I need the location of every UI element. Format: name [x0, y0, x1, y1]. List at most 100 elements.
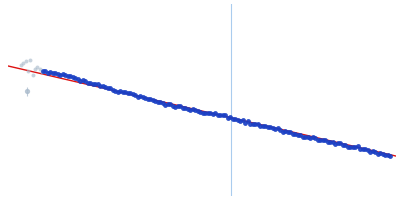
Point: [254, 123, 261, 126]
Point: [334, 142, 341, 145]
Point: [140, 95, 146, 99]
Point: [145, 98, 151, 101]
Point: [90, 83, 96, 86]
Point: [242, 121, 248, 124]
Point: [157, 101, 164, 104]
Point: [277, 128, 284, 131]
Point: [207, 112, 214, 115]
Point: [36, 67, 43, 70]
Point: [120, 90, 126, 93]
Point: [57, 73, 64, 76]
Point: [312, 137, 318, 140]
Point: [380, 152, 386, 156]
Point: [197, 110, 204, 113]
Point: [102, 85, 108, 89]
Point: [110, 88, 116, 91]
Point: [327, 140, 334, 144]
Point: [192, 108, 198, 112]
Point: [25, 69, 31, 73]
Point: [30, 73, 36, 76]
Point: [377, 151, 383, 155]
Point: [257, 124, 264, 127]
Point: [252, 122, 258, 125]
Point: [65, 74, 71, 77]
Point: [297, 134, 304, 137]
Point: [87, 82, 94, 85]
Point: [317, 138, 324, 141]
Point: [175, 105, 181, 108]
Point: [310, 135, 316, 138]
Point: [55, 73, 61, 76]
Point: [302, 135, 308, 139]
Point: [357, 147, 364, 150]
Point: [45, 72, 51, 75]
Point: [135, 95, 141, 98]
Point: [125, 91, 131, 94]
Point: [237, 119, 244, 122]
Point: [337, 142, 344, 145]
Point: [205, 111, 211, 115]
Point: [210, 112, 216, 115]
Point: [180, 106, 186, 110]
Point: [137, 94, 144, 97]
Point: [147, 97, 154, 101]
Point: [172, 105, 178, 108]
Point: [150, 99, 156, 102]
Point: [232, 117, 238, 121]
Point: [112, 89, 118, 92]
Point: [77, 79, 84, 82]
Point: [272, 127, 278, 130]
Point: [352, 145, 358, 149]
Point: [170, 104, 176, 107]
Point: [115, 90, 121, 93]
Point: [105, 86, 111, 89]
Point: [222, 114, 228, 117]
Point: [190, 108, 196, 111]
Point: [322, 138, 328, 142]
Point: [342, 143, 348, 147]
Point: [100, 85, 106, 88]
Point: [47, 71, 54, 74]
Point: [340, 143, 346, 146]
Point: [264, 126, 271, 129]
Point: [75, 78, 81, 81]
Point: [282, 130, 288, 133]
Point: [367, 150, 373, 153]
Point: [142, 97, 148, 100]
Point: [182, 106, 188, 110]
Point: [314, 139, 321, 142]
Point: [200, 112, 206, 115]
Point: [195, 109, 201, 112]
Point: [52, 72, 59, 75]
Point: [85, 82, 91, 85]
Point: [214, 113, 221, 116]
Point: [307, 136, 314, 139]
Point: [250, 122, 256, 125]
Point: [165, 103, 171, 106]
Point: [304, 136, 311, 139]
Point: [117, 90, 124, 93]
Point: [60, 73, 66, 76]
Point: [287, 130, 294, 134]
Point: [34, 65, 41, 69]
Point: [72, 77, 78, 80]
Point: [320, 138, 326, 141]
Point: [362, 148, 368, 151]
Point: [324, 140, 331, 144]
Point: [62, 73, 69, 77]
Point: [364, 148, 371, 151]
Point: [97, 85, 104, 88]
Point: [27, 58, 34, 62]
Point: [95, 83, 101, 86]
Point: [80, 79, 86, 82]
Point: [50, 71, 56, 74]
Point: [267, 125, 274, 128]
Point: [18, 63, 24, 66]
Point: [234, 118, 241, 121]
Point: [350, 145, 356, 148]
Point: [185, 107, 191, 110]
Point: [262, 124, 268, 127]
Point: [280, 130, 286, 134]
Point: [220, 114, 226, 117]
Point: [382, 154, 388, 157]
